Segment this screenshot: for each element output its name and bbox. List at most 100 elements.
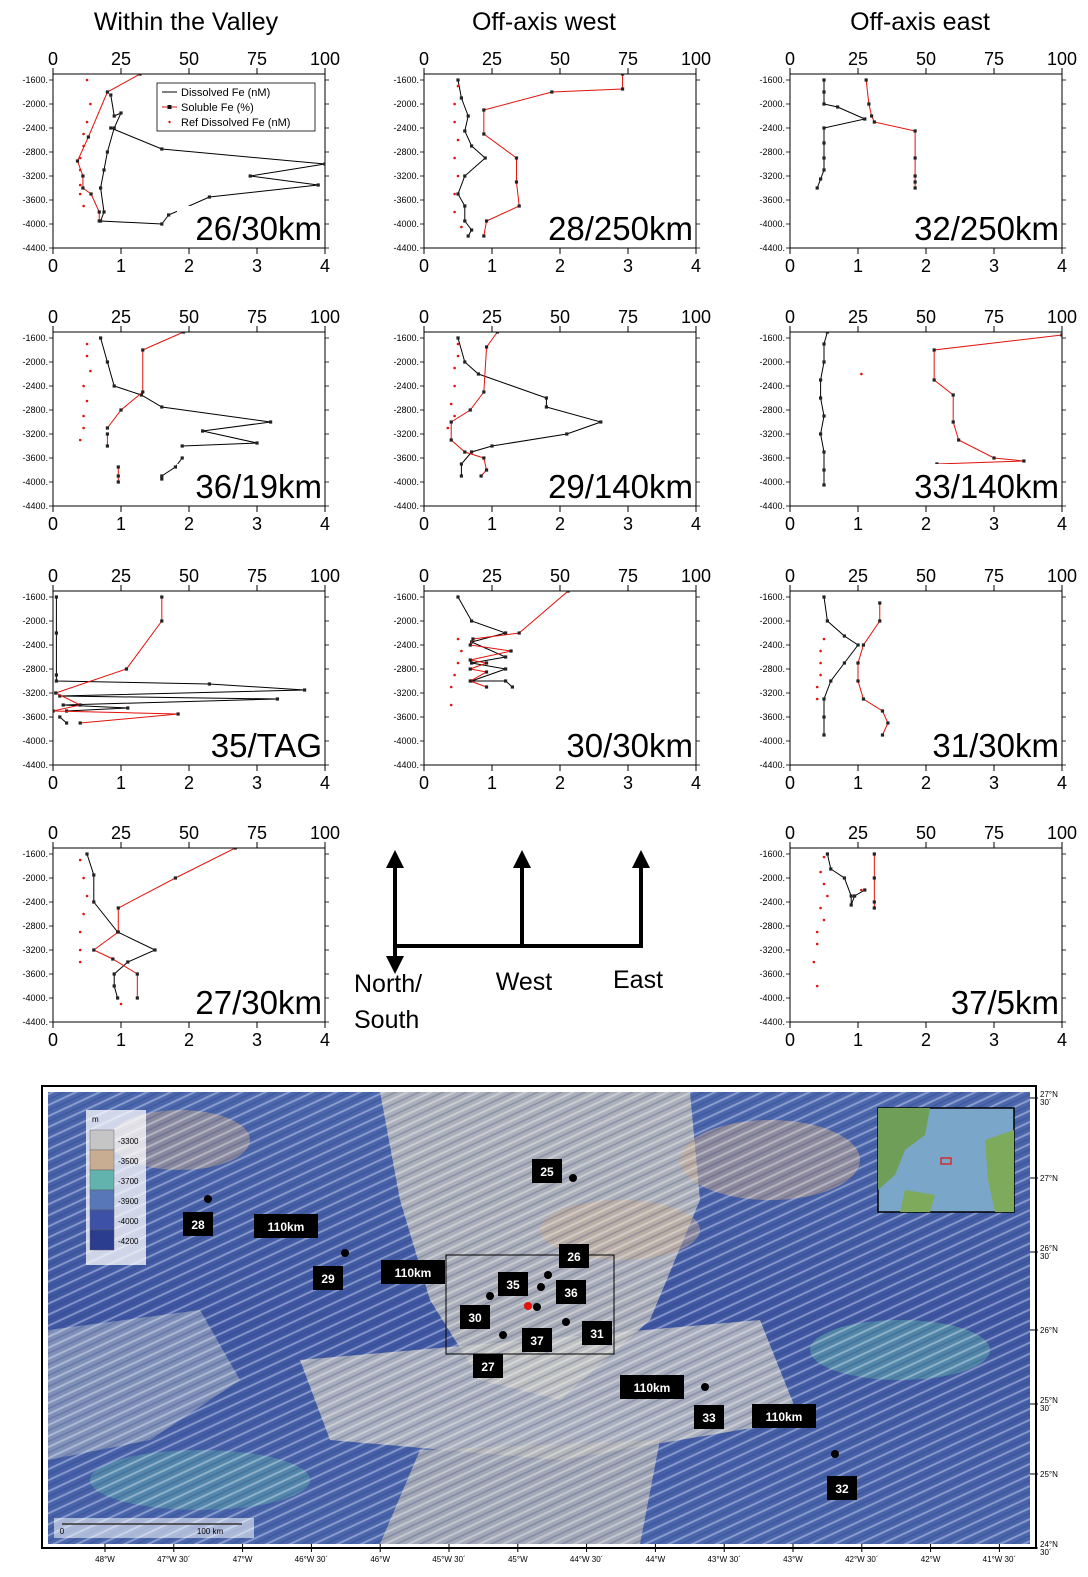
bottom-tick-label: 1	[487, 514, 497, 534]
top-tick-label: 50	[916, 823, 936, 843]
dissolved-fe-point	[822, 595, 826, 599]
dissolved-fe-point	[825, 332, 829, 334]
colorbar-label: -3500	[118, 1157, 139, 1166]
depth-tick-label: -2800.	[393, 147, 419, 157]
depth-tick-label: -3200.	[22, 945, 48, 955]
panel-label: 27/30km	[195, 984, 322, 1021]
lat-tick-label: 25°N	[1040, 1470, 1058, 1479]
ref-fe-point	[860, 372, 863, 376]
depth-tick-label: -1600.	[759, 592, 785, 602]
legend-soluble-label: Soluble Fe (%)	[181, 102, 254, 114]
dissolved-fe-point	[173, 465, 177, 469]
dissolved-fe-point	[815, 186, 819, 190]
legend-ref-label: Ref Dissolved Fe (nM)	[181, 117, 290, 129]
bottom-tick-label: 3	[252, 514, 262, 534]
dissolved-fe-point	[126, 960, 130, 964]
soluble-fe-point	[992, 456, 996, 460]
panel-label: 28/250km	[548, 210, 693, 247]
panel-label: 36/19km	[195, 468, 322, 505]
station-dot	[701, 1383, 709, 1391]
lat-tick-label: 26°N	[1040, 1326, 1058, 1335]
top-tick-label: 50	[916, 49, 936, 69]
dissolved-fe-point	[139, 393, 143, 397]
top-tick-label: 50	[916, 307, 936, 327]
dissolved-fe-line	[457, 596, 513, 688]
dissolved-fe-point	[544, 405, 548, 409]
panel-label: 33/140km	[914, 468, 1059, 505]
dissolved-fe-point	[853, 894, 857, 898]
ref-fe-point	[826, 894, 829, 898]
depth-tick-label: -3200.	[22, 429, 48, 439]
colorbar-label: -4000	[118, 1217, 139, 1226]
soluble-fe-point	[484, 685, 489, 689]
ref-fe-point	[822, 882, 826, 886]
top-tick-label: 100	[310, 307, 340, 327]
soluble-fe-point	[468, 658, 472, 662]
station-label-box	[522, 1328, 552, 1352]
depth-tick-label: -2800.	[393, 664, 419, 674]
soluble-fe-point	[509, 649, 513, 653]
bottom-tick-label: 0	[48, 514, 58, 534]
ref-fe-point	[456, 637, 460, 641]
dissolved-fe-point	[102, 168, 106, 172]
column-titles: Within the Valley Off-axis west Off-axis…	[94, 8, 990, 36]
soluble-fe-point	[1022, 459, 1026, 463]
soluble-fe-point	[141, 348, 145, 352]
dissolved-fe-point	[119, 111, 123, 115]
station-dot	[562, 1318, 570, 1326]
dissolved-fe-point	[466, 114, 470, 118]
depth-tick-label: -3600.	[759, 969, 785, 979]
colorbar-swatch	[89, 1149, 115, 1171]
top-tick-label: 0	[419, 49, 429, 69]
soluble-fe-point	[932, 378, 936, 382]
panel-28-250km: 0 25 50 75 100 0 1 2 3 4 -1600. -2000. -2400. -2800. -…	[393, 49, 711, 276]
depth-tick-label: -3200.	[759, 945, 785, 955]
soluble-fe-point	[81, 174, 85, 178]
dissolved-fe-point	[167, 213, 171, 217]
top-tick-label: 25	[848, 823, 868, 843]
depth-tick-label: -2000.	[22, 357, 48, 367]
dissolved-fe-point	[822, 733, 826, 737]
dissolved-fe-point	[822, 697, 826, 701]
colorbar-swatch	[89, 1129, 115, 1151]
depth-tick-label: -2400.	[759, 381, 785, 391]
soluble-fe-point	[449, 438, 453, 442]
depth-tick-label: -3600.	[393, 453, 419, 463]
column-title-east: Off-axis east	[850, 8, 990, 36]
soluble-fe-point	[951, 393, 955, 397]
dissolved-fe-point	[470, 144, 474, 148]
dissolved-fe-point	[849, 903, 853, 907]
depth-tick-label: -1600.	[759, 333, 785, 343]
dissolved-fe-line	[457, 79, 486, 237]
soluble-fe-point	[957, 438, 961, 442]
top-tick-label: 100	[310, 49, 340, 69]
dissolved-fe-point	[207, 195, 211, 199]
distance-label: 110km	[634, 1381, 671, 1395]
depth-tick-label: -2400.	[393, 381, 419, 391]
station-markers	[204, 1174, 839, 1458]
bottom-tick-label: 2	[184, 514, 194, 534]
bottom-tick-label: 4	[1057, 256, 1067, 276]
ref-fe-point	[456, 174, 460, 178]
panel-label-background	[914, 980, 1060, 1020]
depth-tick-label: -2800.	[22, 664, 48, 674]
soluble-fe-point	[878, 619, 882, 623]
station-label: 35	[506, 1278, 520, 1292]
lat-tick-label: 26°N 30´	[1040, 1244, 1058, 1261]
map-axis-ticks: 48°W 47°W 30´ 47°W 46°W 30´ 46°W 45°W 30´ 45°W…	[95, 1090, 1058, 1564]
station-label-box	[460, 1305, 490, 1329]
colorbar-label: -4200	[118, 1237, 139, 1246]
bottom-tick-label: 3	[252, 256, 262, 276]
dissolved-fe-point	[822, 468, 826, 472]
ref-fe-point	[453, 102, 456, 106]
panel-36-19km: 0 25 50 75 100 0 1 2 3 4 -1600. -2000. -2400. -2800. -…	[22, 307, 340, 534]
station-dot	[486, 1292, 494, 1300]
bottom-tick-label: 4	[691, 256, 701, 276]
dissolved-fe-point	[58, 715, 62, 719]
station-dot	[831, 1450, 839, 1458]
depth-tick-label: -2000.	[22, 616, 48, 626]
bottom-tick-label: 2	[921, 1030, 931, 1050]
panel-label: 35/TAG	[211, 727, 322, 764]
bottom-tick-label: 2	[921, 256, 931, 276]
dissolved-fe-point	[456, 336, 460, 340]
